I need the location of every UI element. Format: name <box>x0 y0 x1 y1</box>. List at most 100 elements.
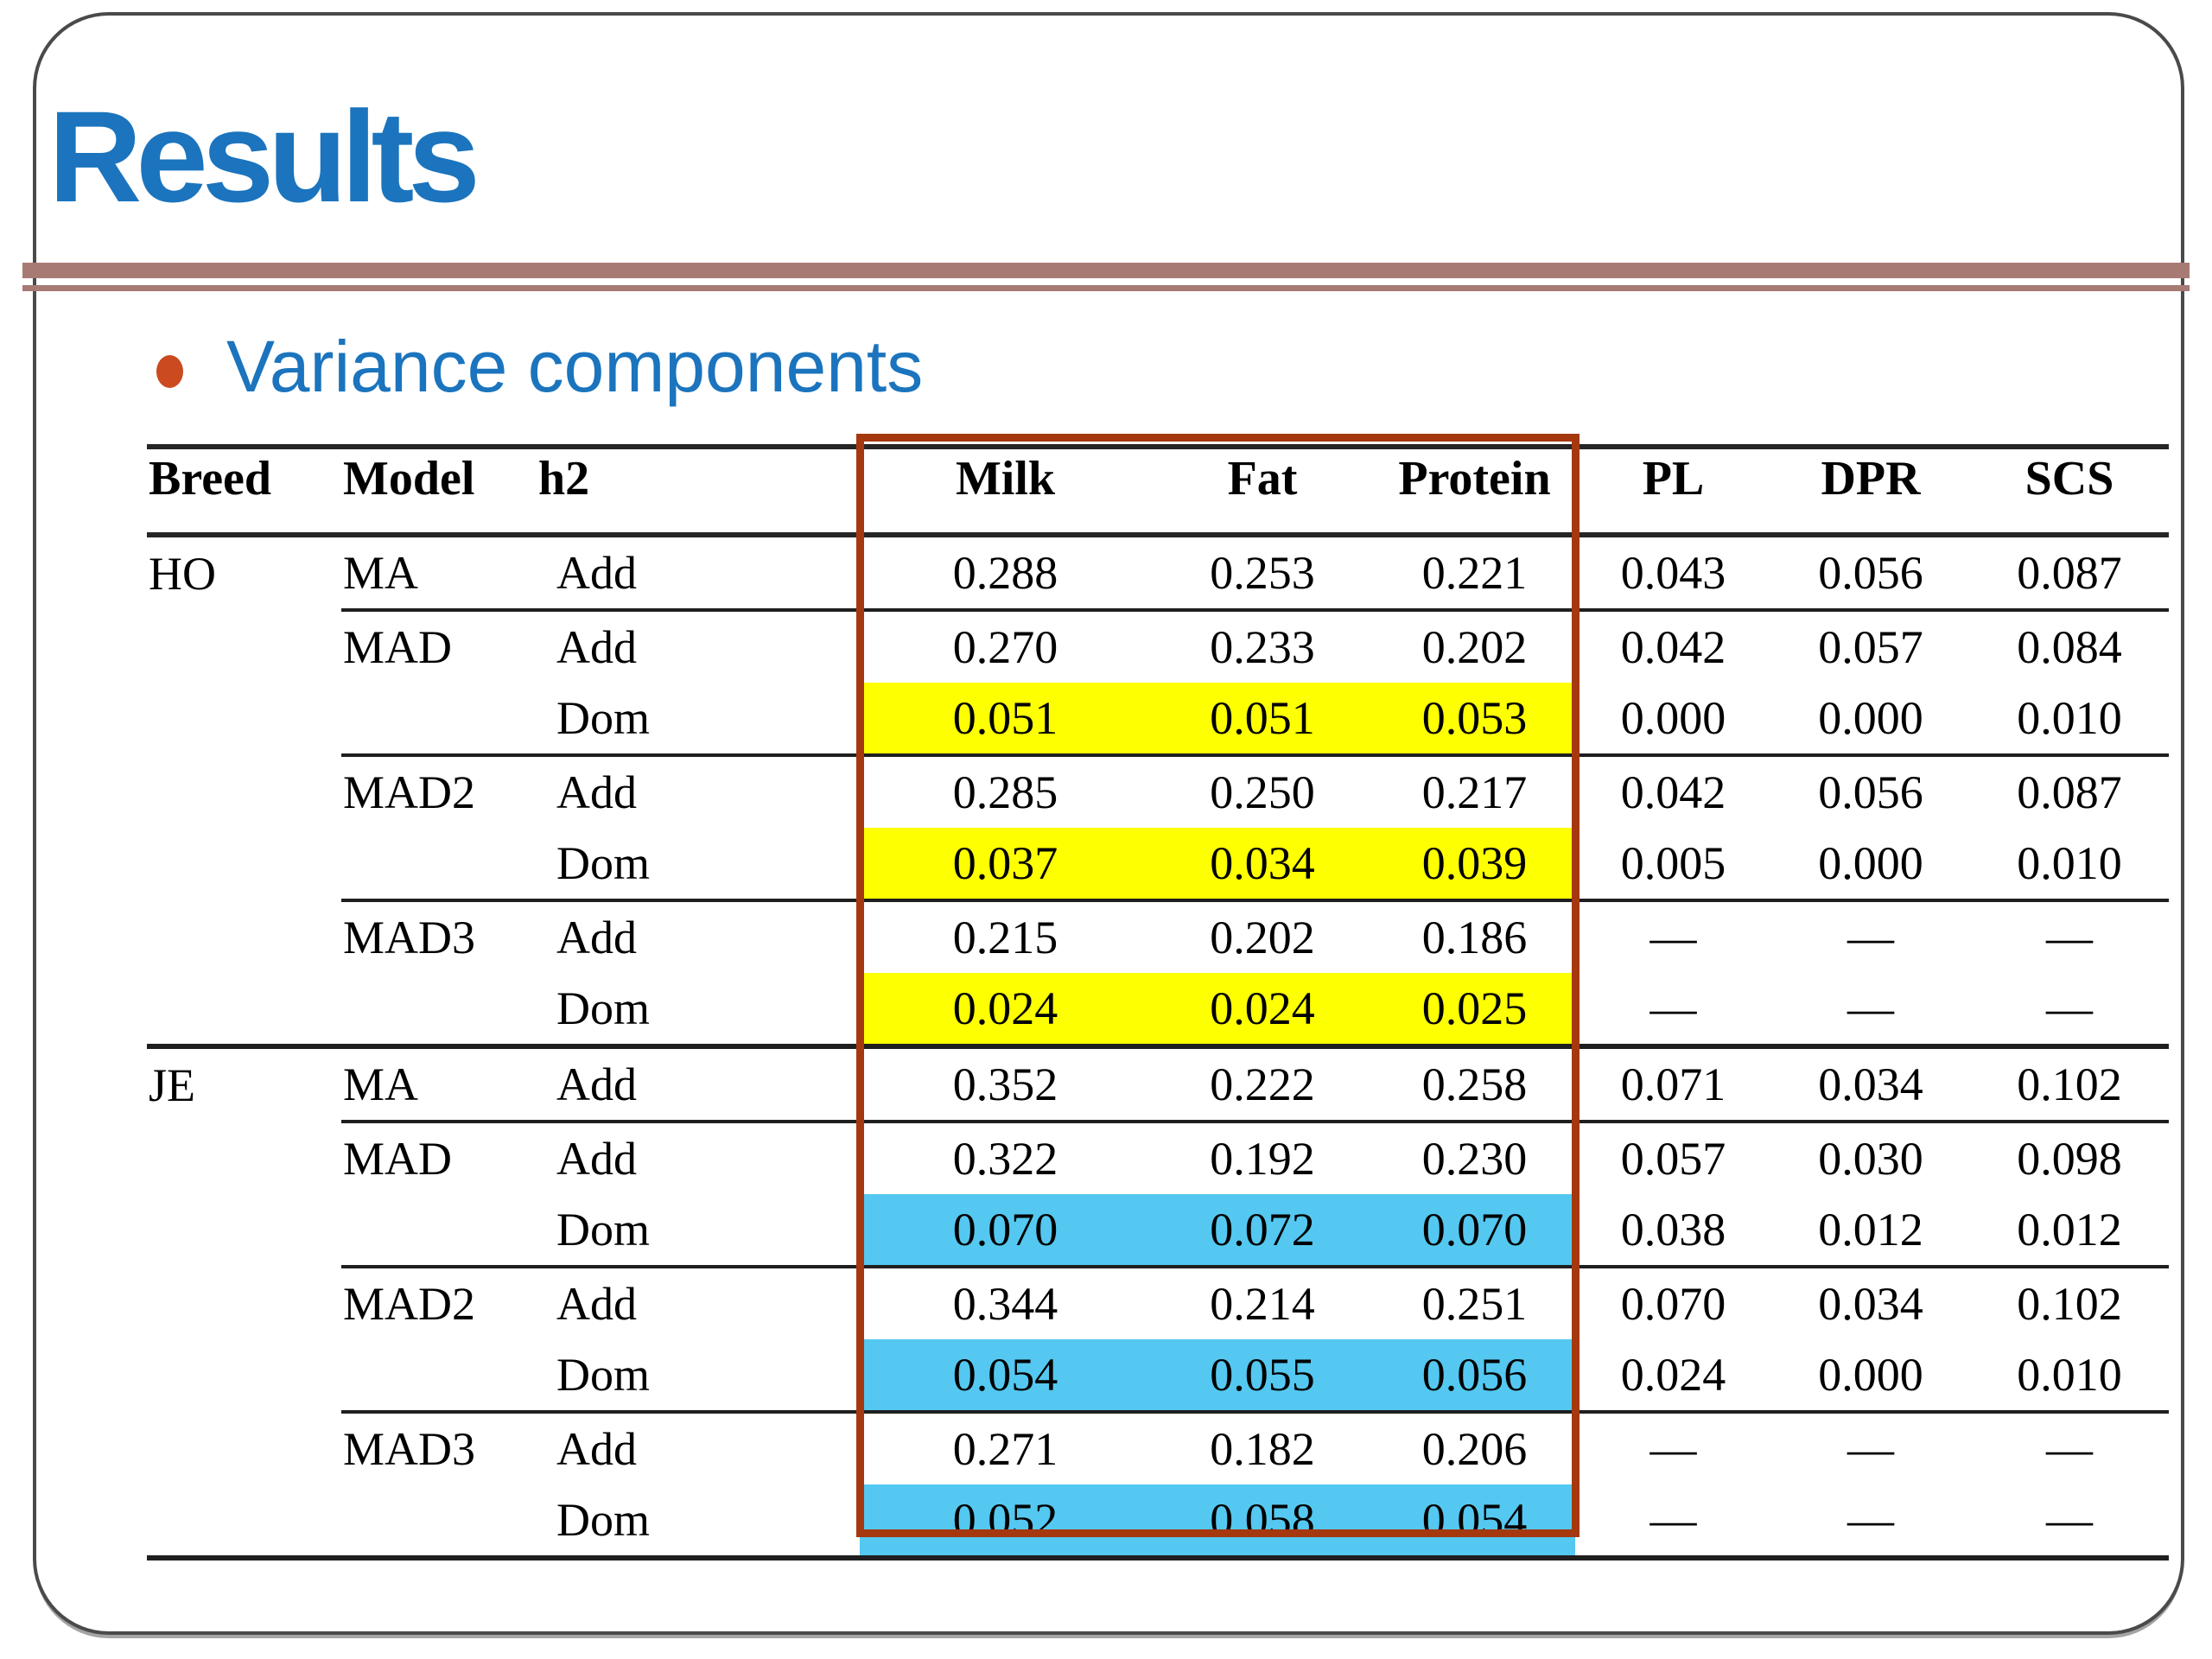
page-title: Results <box>48 84 480 229</box>
model-cell: MAD <box>343 621 453 673</box>
protein-cell: 0.206 <box>1421 1423 1528 1475</box>
pl-cell: 0.043 <box>1575 535 1771 612</box>
dpr-cell: 0.000 <box>1771 683 1970 757</box>
milk-cell: 0.070 <box>860 1194 1151 1268</box>
h2-cell: Dom <box>533 683 860 757</box>
table-header-cell-breed: Breed <box>147 444 341 537</box>
dpr-cell: 0.034 <box>1818 1278 1923 1330</box>
fat-cell: 0.072 <box>1151 1194 1374 1268</box>
protein-cell: 0.251 <box>1421 1278 1528 1330</box>
breed-cell <box>147 1194 341 1267</box>
h2-cell: Dom <box>533 1339 860 1414</box>
breed-cell <box>147 755 341 828</box>
model-cell <box>341 1194 533 1268</box>
fat-cell: 0.051 <box>1151 683 1374 757</box>
protein-cell: 0.230 <box>1421 1133 1528 1185</box>
table-row: MAD Add 0.322 0.192 0.230 0.057 0.030 0.098 <box>147 1122 2169 1194</box>
protein-cell: 0.053 <box>1374 683 1575 757</box>
protein-cell: 0.217 <box>1421 766 1528 818</box>
table-row: Dom 0.054 0.055 0.056 0.024 0.000 0.010 <box>147 1339 2169 1414</box>
table-header-cell-scs: SCS <box>1970 444 2169 537</box>
breed-cell <box>147 900 341 973</box>
dpr-cell: — <box>1847 1423 1894 1475</box>
model-cell <box>341 1339 533 1414</box>
table-row: MAD3 Add 0.271 0.182 0.206 — — — <box>147 1412 2169 1484</box>
milk-cell: 0.051 <box>860 683 1151 757</box>
fat-cell: 0.058 <box>1151 1484 1374 1560</box>
breed-cell <box>147 973 341 1049</box>
pl-cell: 0.005 <box>1575 828 1771 902</box>
breed-cell: HO <box>149 548 216 600</box>
pl-cell: 0.042 <box>1620 766 1726 818</box>
pl-cell: — <box>1649 912 1697 963</box>
scs-cell: — <box>2046 912 2093 963</box>
pl-cell: 0.057 <box>1620 1133 1726 1185</box>
table-row: MAD3 Add 0.215 0.202 0.186 — — — <box>147 900 2169 973</box>
table-header-cell-milk: Milk <box>860 444 1151 537</box>
h2-cell: Add <box>556 1278 637 1330</box>
dpr-cell: 0.012 <box>1771 1194 1970 1268</box>
breed-cell <box>147 1412 341 1484</box>
pl-cell: 0.042 <box>1620 621 1726 673</box>
milk-cell: 0.352 <box>860 1046 1151 1123</box>
breed-cell <box>147 1339 341 1412</box>
protein-cell: 0.070 <box>1374 1194 1575 1268</box>
milk-cell: 0.344 <box>952 1278 1058 1330</box>
table-row: Dom 0.070 0.072 0.070 0.038 0.012 0.012 <box>147 1194 2169 1268</box>
model-cell: MA <box>341 535 533 612</box>
dpr-cell: — <box>1847 912 1894 963</box>
table-row: JE MA Add 0.352 0.222 0.258 0.071 0.034 0.102 <box>147 1046 2169 1123</box>
scs-cell: 0.102 <box>2017 1278 2122 1330</box>
protein-cell: 0.039 <box>1374 828 1575 902</box>
milk-cell: 0.052 <box>860 1484 1151 1560</box>
h2-cell: Add <box>533 1046 860 1123</box>
table-header-row: Breed Model h2 Milk Fat Protein PL DPR SCS <box>147 444 2169 537</box>
dpr-cell: 0.030 <box>1818 1133 1923 1185</box>
breed-cell <box>147 1484 341 1560</box>
scs-cell: — <box>2046 1423 2093 1475</box>
table-row: MAD2 Add 0.344 0.214 0.251 0.070 0.034 0.102 <box>147 1267 2169 1339</box>
dpr-cell: 0.056 <box>1771 535 1970 612</box>
table-header-cell-protein: Protein <box>1374 444 1575 537</box>
model-cell <box>341 828 533 902</box>
breed-cell: JE <box>149 1059 195 1111</box>
model-cell: MAD2 <box>343 1278 476 1330</box>
pl-cell: 0.000 <box>1575 683 1771 757</box>
breed-cell <box>147 683 341 755</box>
h2-cell: Dom <box>533 1484 860 1560</box>
milk-cell: 0.270 <box>952 621 1058 673</box>
accent-rule-thin <box>22 285 2190 291</box>
table-header-cell-fat: Fat <box>1151 444 1374 537</box>
breed-cell <box>147 610 341 683</box>
protein-cell: 0.054 <box>1374 1484 1575 1560</box>
scs-cell: 0.102 <box>1970 1046 2169 1123</box>
table-row: MAD2 Add 0.285 0.250 0.217 0.042 0.056 0.087 <box>147 755 2169 828</box>
fat-cell: 0.024 <box>1151 973 1374 1049</box>
milk-cell: 0.271 <box>952 1423 1058 1475</box>
dpr-cell: 0.034 <box>1771 1046 1970 1123</box>
fat-cell: 0.055 <box>1151 1339 1374 1414</box>
breed-cell <box>147 1267 341 1339</box>
h2-cell: Add <box>556 1423 637 1475</box>
protein-cell: 0.056 <box>1374 1339 1575 1414</box>
model-cell <box>341 973 533 1049</box>
pl-cell: — <box>1575 973 1771 1049</box>
protein-cell: 0.202 <box>1421 621 1528 673</box>
dpr-cell: 0.000 <box>1771 1339 1970 1414</box>
pl-cell: 0.071 <box>1575 1046 1771 1123</box>
bullet-label: Variance components <box>226 326 924 407</box>
table-row: Dom 0.024 0.024 0.025— — — <box>147 973 2169 1049</box>
scs-cell: 0.010 <box>1970 828 2169 902</box>
fat-cell: 0.250 <box>1210 766 1315 818</box>
scs-cell: 0.010 <box>1970 1339 2169 1414</box>
protein-cell: 0.186 <box>1421 912 1528 963</box>
scs-cell: 0.010 <box>1970 683 2169 757</box>
breed-cell <box>147 1122 341 1194</box>
h2-cell: Dom <box>533 1194 860 1268</box>
model-cell: MAD <box>343 1133 453 1185</box>
milk-cell: 0.024 <box>860 973 1151 1049</box>
protein-cell: 0.025 <box>1374 973 1575 1049</box>
pl-cell: 0.024 <box>1575 1339 1771 1414</box>
dpr-cell: — <box>1771 1484 1970 1560</box>
